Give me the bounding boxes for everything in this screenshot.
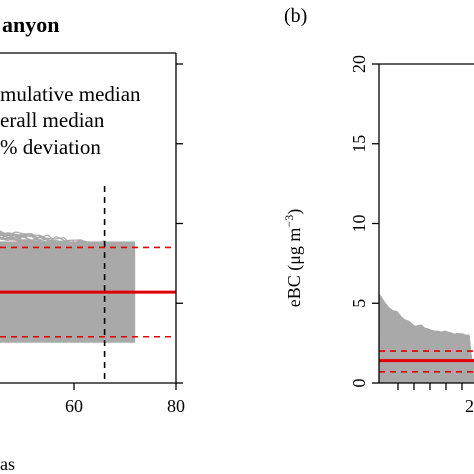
panel-b-cumulative-band [378,292,474,384]
panel-b-ytick-label: 0 [349,379,369,388]
panel-a: anyon mulative median erall median % dev… [0,12,185,474]
panel-a-xtick-60: 60 [65,396,83,416]
legend-deviation: % deviation [0,135,101,159]
panel-a-cumulative-trace [0,234,129,255]
panel-b-tag: (b) [284,5,307,27]
panel-b-ylabel-close: ) [284,209,305,215]
panel-b-ylabel-exp: −3 [282,215,296,228]
panel-b-ylabel-main: eBC ( [284,265,305,308]
panel-a-cumulative-trace [0,236,129,257]
panel-a-bottom-ticks [73,383,177,390]
panel-b: (b) 0 5 10 15 20 eBC (μg m−3) 20 [282,5,474,416]
panel-b-ytick-label: 20 [349,55,369,73]
panel-b-ytick-label: 10 [349,215,369,233]
panel-a-xtick-80: 80 [167,396,185,416]
legend-cumulative-median: mulative median [0,82,141,106]
legend-overall-median: erall median [0,108,105,132]
panel-a-cumulative-trace [0,233,129,253]
panel-b-xtick-20: 20 [465,396,474,416]
panel-a-right-ticks [176,63,183,384]
panel-b-ytick-label: 5 [349,299,369,308]
panel-b-ylabel-unit: μg m [284,228,304,265]
panel-a-cumulative-trace [0,230,129,250]
panel-a-title: anyon [2,12,59,37]
panel-b-ytick-label: 15 [349,135,369,153]
panel-b-bottom-ticks [397,383,463,390]
panel-b-y-axis: 0 5 10 15 20 [349,55,379,388]
panel-b-ylabel: eBC (μg m−3) [282,209,305,307]
panel-a-xlabel: as [0,454,15,474]
